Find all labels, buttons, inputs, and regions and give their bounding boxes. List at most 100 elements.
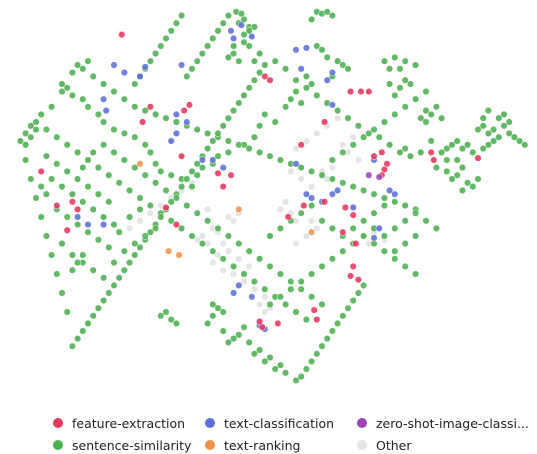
- point-other: [287, 167, 295, 175]
- point-text-classification: [302, 190, 310, 198]
- point-sentence-similarity: [94, 110, 102, 118]
- point-sentence-similarity: [458, 164, 466, 172]
- point-sentence-similarity: [110, 88, 118, 96]
- point-sentence-similarity: [152, 224, 160, 232]
- point-other: [292, 145, 300, 153]
- point-sentence-similarity: [146, 148, 154, 156]
- point-sentence-similarity: [266, 232, 274, 240]
- point-sentence-similarity: [110, 259, 118, 267]
- point-sentence-similarity: [302, 84, 310, 92]
- point-sentence-similarity: [297, 373, 305, 381]
- point-sentence-similarity: [79, 65, 87, 73]
- point-sentence-similarity: [443, 167, 451, 175]
- point-sentence-similarity: [328, 156, 336, 164]
- point-sentence-similarity: [458, 145, 466, 153]
- point-sentence-similarity: [261, 61, 269, 69]
- point-sentence-similarity: [240, 323, 248, 331]
- point-sentence-similarity: [245, 42, 253, 50]
- point-sentence-similarity: [308, 202, 316, 210]
- point-sentence-similarity: [354, 289, 362, 297]
- point-other: [308, 183, 316, 191]
- point-sentence-similarity: [100, 213, 108, 221]
- point-sentence-similarity: [245, 84, 253, 92]
- point-sentence-similarity: [453, 137, 461, 145]
- point-sentence-similarity: [188, 183, 196, 191]
- point-sentence-similarity: [370, 209, 378, 217]
- point-sentence-similarity: [401, 217, 409, 225]
- point-sentence-similarity: [219, 255, 227, 263]
- legend-item-text-classification: text-classification: [202, 414, 354, 432]
- point-sentence-similarity: [365, 129, 373, 137]
- point-sentence-similarity: [188, 167, 196, 175]
- point-sentence-similarity: [328, 175, 336, 183]
- legend-item-sentence-similarity: sentence-similarity: [50, 436, 202, 454]
- point-sentence-similarity: [344, 65, 352, 73]
- legend-marker: [357, 418, 367, 428]
- point-sentence-similarity: [391, 198, 399, 206]
- point-sentence-similarity: [131, 240, 139, 248]
- point-other: [146, 209, 154, 217]
- point-sentence-similarity: [453, 156, 461, 164]
- point-sentence-similarity: [131, 164, 139, 172]
- point-sentence-similarity: [443, 156, 451, 164]
- point-sentence-similarity: [141, 171, 149, 179]
- point-text-classification: [141, 63, 149, 71]
- point-other: [193, 236, 201, 244]
- point-sentence-similarity: [261, 285, 269, 293]
- point-sentence-similarity: [89, 148, 97, 156]
- point-sentence-similarity: [250, 133, 258, 141]
- point-sentence-similarity: [105, 289, 113, 297]
- point-sentence-similarity: [271, 57, 279, 65]
- point-sentence-similarity: [42, 152, 50, 160]
- point-sentence-similarity: [224, 232, 232, 240]
- point-sentence-similarity: [380, 57, 388, 65]
- point-sentence-similarity: [282, 300, 290, 308]
- point-sentence-similarity: [219, 327, 227, 335]
- point-sentence-similarity: [100, 118, 108, 126]
- point-sentence-similarity: [438, 148, 446, 156]
- point-sentence-similarity: [84, 156, 92, 164]
- point-other: [126, 224, 134, 232]
- point-sentence-similarity: [505, 129, 513, 137]
- point-sentence-similarity: [224, 114, 232, 122]
- point-sentence-similarity: [245, 247, 253, 255]
- point-text-classification: [167, 137, 175, 145]
- point-sentence-similarity: [302, 365, 310, 373]
- point-sentence-similarity: [172, 319, 180, 327]
- point-sentence-similarity: [74, 61, 82, 69]
- legend-label: text-ranking: [224, 437, 301, 453]
- point-sentence-similarity: [510, 133, 518, 141]
- point-sentence-similarity: [214, 152, 222, 160]
- point-sentence-similarity: [74, 221, 82, 229]
- point-sentence-similarity: [157, 167, 165, 175]
- point-feature-extraction: [63, 226, 71, 234]
- legend-marker: [53, 418, 63, 428]
- point-sentence-similarity: [193, 160, 201, 168]
- point-feature-extraction: [266, 76, 274, 84]
- point-sentence-similarity: [256, 69, 264, 77]
- point-sentence-similarity: [42, 190, 50, 198]
- point-sentence-similarity: [318, 217, 326, 225]
- point-sentence-similarity: [490, 126, 498, 134]
- point-sentence-similarity: [297, 285, 305, 293]
- point-sentence-similarity: [16, 137, 24, 145]
- point-sentence-similarity: [198, 240, 206, 248]
- point-sentence-similarity: [110, 126, 118, 134]
- point-sentence-similarity: [516, 137, 524, 145]
- point-sentence-similarity: [297, 99, 305, 107]
- point-sentence-similarity: [230, 42, 238, 50]
- point-sentence-similarity: [178, 183, 186, 191]
- point-other: [198, 232, 206, 240]
- point-sentence-similarity: [339, 179, 347, 187]
- point-sentence-similarity: [115, 179, 123, 187]
- point-sentence-similarity: [256, 148, 264, 156]
- point-sentence-similarity: [323, 335, 331, 343]
- point-sentence-similarity: [235, 240, 243, 248]
- point-sentence-similarity: [360, 281, 368, 289]
- point-text-classification: [100, 95, 108, 103]
- point-feature-extraction: [321, 118, 329, 126]
- point-sentence-similarity: [235, 141, 243, 149]
- point-feature-extraction: [310, 306, 318, 314]
- point-sentence-similarity: [94, 190, 102, 198]
- point-sentence-similarity: [313, 42, 321, 50]
